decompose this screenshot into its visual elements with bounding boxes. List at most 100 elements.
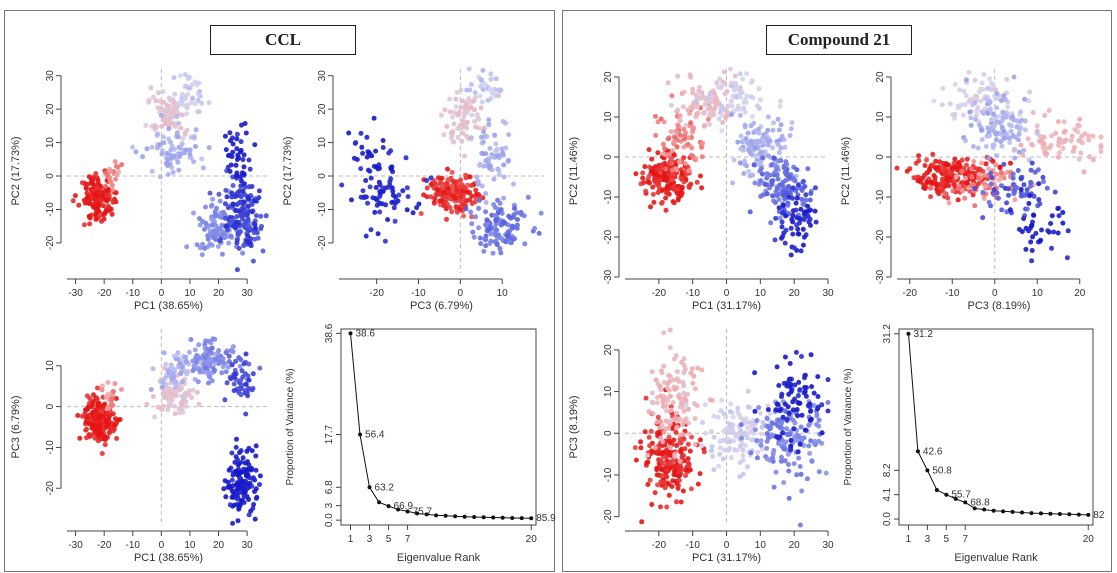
scree-point [972, 506, 977, 511]
data-point [161, 107, 167, 113]
x-axis-label: PC1 (31.17%) [692, 300, 761, 312]
data-point [667, 445, 673, 450]
data-point [751, 162, 757, 168]
data-point [916, 153, 922, 159]
data-point [471, 234, 477, 240]
data-point [410, 210, 416, 216]
data-point [184, 244, 190, 250]
data-point [167, 97, 173, 103]
data-point [182, 94, 188, 100]
data-point [985, 85, 991, 91]
data-point [683, 467, 688, 473]
data-point [707, 91, 713, 96]
data-point [460, 191, 466, 197]
data-point [968, 115, 974, 121]
data-point [979, 160, 985, 166]
data-point [730, 180, 736, 186]
data-point [251, 502, 257, 507]
data-point [483, 209, 489, 215]
data-point [815, 404, 821, 410]
data-point [983, 144, 989, 149]
data-point [993, 87, 999, 93]
data-point [464, 125, 470, 131]
data-point [764, 191, 770, 197]
data-point [168, 362, 174, 368]
data-point [976, 122, 982, 128]
data-point [703, 430, 709, 436]
data-point [464, 134, 470, 139]
data-point [993, 162, 999, 168]
data-point [904, 168, 910, 174]
data-point [512, 236, 517, 242]
scree-point [944, 492, 949, 497]
data-point [983, 161, 989, 167]
data-point [669, 167, 675, 173]
data-point [756, 86, 762, 92]
data-point [163, 361, 169, 367]
data-point [782, 169, 788, 175]
data-point [489, 154, 495, 160]
data-point [990, 111, 996, 117]
data-point [633, 457, 639, 463]
data-point [196, 80, 202, 86]
plot-frame [340, 328, 537, 526]
scree-point [906, 331, 911, 336]
scree-point [1057, 512, 1062, 517]
scree-point [529, 516, 534, 521]
data-point [782, 144, 788, 150]
data-point [190, 100, 196, 106]
data-point [227, 168, 233, 174]
scree-point [386, 504, 391, 509]
data-point [649, 390, 655, 396]
data-point [213, 233, 218, 239]
data-point [692, 442, 698, 447]
data-point [364, 134, 370, 140]
data-point [773, 215, 779, 221]
data-point [184, 127, 190, 133]
data-point [1001, 93, 1007, 99]
data-point [805, 208, 811, 214]
data-point [441, 190, 447, 196]
x-tick-label: 1 [906, 534, 912, 545]
data-point [229, 190, 235, 196]
scree-point [462, 514, 467, 519]
data-point [685, 391, 690, 397]
data-point [249, 202, 255, 207]
data-point [488, 71, 494, 77]
data-point [194, 389, 200, 395]
data-point [230, 217, 236, 223]
data-point [428, 194, 434, 200]
data-point [385, 217, 391, 223]
data-point [677, 132, 683, 138]
data-point [149, 168, 155, 174]
data-point [802, 372, 808, 378]
data-point [453, 104, 459, 110]
data-point [779, 133, 785, 139]
y-tick-label: 20 [603, 344, 614, 356]
data-point [1044, 145, 1050, 151]
data-point [222, 133, 228, 139]
data-point [243, 478, 249, 484]
data-point [455, 134, 461, 140]
data-point [489, 167, 495, 173]
data-point [176, 120, 181, 126]
data-point [469, 201, 475, 206]
data-point [686, 431, 692, 437]
data-point [661, 330, 667, 336]
data-point [1032, 169, 1038, 175]
data-point [481, 248, 487, 254]
y-tick-label: 0 [45, 403, 56, 409]
data-point [179, 141, 185, 147]
data-point [808, 191, 814, 196]
data-point [655, 414, 661, 420]
data-point [1021, 216, 1027, 222]
data-point [788, 225, 794, 231]
data-point [87, 421, 92, 427]
data-point [794, 472, 800, 478]
data-point [970, 192, 976, 198]
data-point [808, 438, 814, 444]
data-point [771, 120, 776, 126]
data-point [983, 96, 989, 102]
data-point [161, 403, 166, 409]
data-point [668, 404, 674, 410]
